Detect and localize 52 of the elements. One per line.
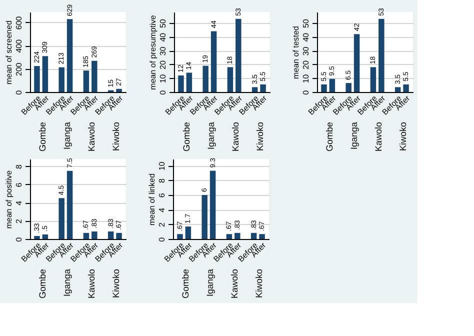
y-axis-title: mean of linked [148, 173, 156, 226]
y-tick-label: 30 [158, 46, 168, 56]
y-tick-label: 40 [302, 32, 310, 42]
text: Gombe [324, 122, 334, 152]
y-tick-label: 4 [14, 200, 24, 206]
y-tick-label: 4 [158, 207, 166, 212]
text: Kawolo [230, 122, 241, 152]
y-tick-label: 200 [14, 62, 24, 76]
text: Kiwoko [254, 269, 264, 298]
text: Gombe [37, 269, 48, 299]
text: Iganga [348, 122, 359, 150]
text: Kawolo [86, 122, 97, 152]
y-tick-label: 2 [14, 218, 24, 224]
y-tick-label: 0 [14, 236, 24, 242]
text: Kiwoko [111, 122, 122, 152]
y-tick-label: 400 [14, 38, 24, 53]
y-tick-label: 6 [158, 192, 166, 198]
y-tick-label: 10 [302, 74, 310, 84]
y-tick-label: 10 [158, 161, 166, 171]
y-axis-title: mean of positive [4, 170, 14, 229]
text: Iganga [62, 122, 72, 150]
text: Iganga [62, 269, 72, 297]
y-tick-label: 10 [158, 74, 168, 84]
y-tick-label: 40 [158, 32, 168, 42]
y-axis-title: mean of tested [292, 26, 300, 79]
y-tick-label: 0 [14, 90, 24, 95]
text: Iganga [206, 122, 216, 150]
y-axis-title: mean of presumptive [148, 14, 158, 90]
text: Iganga [204, 269, 215, 297]
text: Kawolo [86, 269, 97, 299]
y-tick-label: 20 [302, 60, 310, 70]
text: Kiwoko [111, 269, 122, 298]
text: Gombe [181, 122, 192, 152]
y-tick-label: 8 [158, 178, 166, 184]
y-tick-label: 50 [302, 18, 310, 28]
y-tick-label: 8 [14, 164, 24, 169]
text: Gombe [37, 122, 48, 152]
y-tick-label: 0 [158, 90, 168, 95]
y-tick-label: 6 [14, 182, 24, 188]
y-tick-label: 30 [302, 46, 310, 56]
y-tick-label: 0 [158, 236, 166, 242]
text: Kiwoko [255, 122, 266, 152]
text: Kiwoko [398, 122, 408, 152]
y-tick-label: 20 [158, 60, 168, 70]
y-tick-label: 0 [302, 90, 310, 95]
y-tick-label: 2 [158, 222, 166, 228]
text: Kawolo [230, 269, 240, 299]
text: Gombe [180, 269, 190, 299]
text: Kawolo [374, 122, 384, 152]
y-tick-label: 600 [14, 16, 24, 30]
y-tick-label: 50 [158, 18, 168, 28]
y-axis-title: mean of screened [4, 20, 14, 85]
